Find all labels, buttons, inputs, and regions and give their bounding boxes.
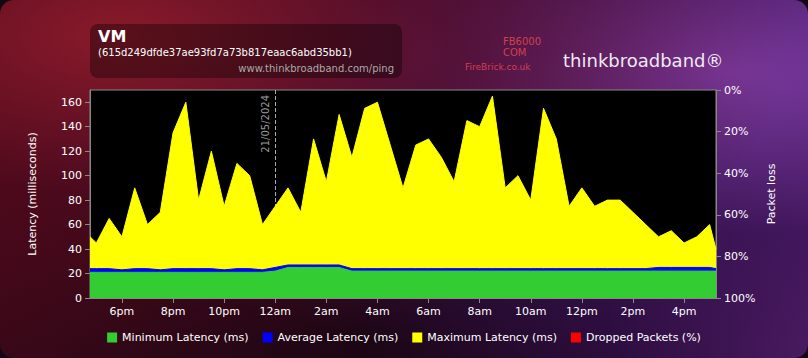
svg-text:10pm: 10pm bbox=[208, 305, 240, 318]
html-text:COM: COM bbox=[503, 47, 527, 58]
svg-text:120: 120 bbox=[61, 145, 82, 158]
svg-text:20%: 20% bbox=[724, 125, 748, 138]
svg-text:8pm: 8pm bbox=[161, 305, 186, 318]
svg-text:100%: 100% bbox=[724, 292, 755, 305]
svg-text:12pm: 12pm bbox=[566, 305, 598, 318]
svg-text:Average Latency (ms): Average Latency (ms) bbox=[278, 331, 399, 344]
svg-text:6pm: 6pm bbox=[110, 305, 135, 318]
svg-text:100: 100 bbox=[61, 169, 82, 182]
svg-text:6am: 6am bbox=[416, 305, 440, 318]
html-text:(615d249dfde37ae93fd7a73b817ea: (615d249dfde37ae93fd7a73b817eaac6abd35bb… bbox=[98, 47, 352, 58]
svg-text:80: 80 bbox=[68, 194, 82, 207]
svg-text:Latency (milliseconds): Latency (milliseconds) bbox=[26, 132, 39, 255]
html-text:www.thinkbroadband.com/ping: www.thinkbroadband.com/ping bbox=[238, 63, 394, 74]
svg-text:8am: 8am bbox=[467, 305, 491, 318]
svg-text:21/05/2024: 21/05/2024 bbox=[260, 95, 271, 153]
svg-text:2am: 2am bbox=[314, 305, 338, 318]
svg-text:12am: 12am bbox=[260, 305, 291, 318]
svg-text:Maximum Latency (ms): Maximum Latency (ms) bbox=[427, 331, 557, 344]
svg-text:Minimum Latency (ms): Minimum Latency (ms) bbox=[122, 331, 248, 344]
svg-text:Packet loss: Packet loss bbox=[765, 163, 778, 224]
svg-text:4pm: 4pm bbox=[672, 305, 697, 318]
svg-text:4am: 4am bbox=[365, 305, 389, 318]
svg-text:160: 160 bbox=[61, 96, 82, 109]
svg-text:Dropped Packets (%): Dropped Packets (%) bbox=[586, 331, 701, 344]
svg-text:0: 0 bbox=[75, 292, 82, 305]
svg-text:2pm: 2pm bbox=[621, 305, 646, 318]
svg-text:60: 60 bbox=[68, 218, 82, 231]
html-text:FB6000: FB6000 bbox=[503, 36, 542, 47]
svg-text:0%: 0% bbox=[724, 84, 741, 97]
svg-text:40: 40 bbox=[68, 243, 82, 256]
html-text:FireBrick.co.uk: FireBrick.co.uk bbox=[465, 62, 531, 72]
svg-text:140: 140 bbox=[61, 120, 82, 133]
svg-text:10am: 10am bbox=[515, 305, 546, 318]
svg-text:80%: 80% bbox=[724, 250, 748, 263]
html-text:thinkbroadband®: thinkbroadband® bbox=[563, 50, 724, 71]
svg-text:40%: 40% bbox=[724, 167, 748, 180]
svg-text:20: 20 bbox=[68, 267, 82, 280]
html-text:VM: VM bbox=[98, 27, 127, 46]
svg-text:60%: 60% bbox=[724, 208, 748, 221]
